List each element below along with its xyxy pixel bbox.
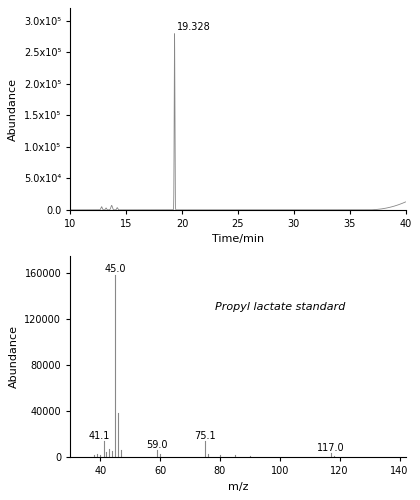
Y-axis label: Abundance: Abundance [8,78,18,140]
Text: Propyl lactate standard: Propyl lactate standard [215,302,345,312]
Text: 59.0: 59.0 [146,440,168,450]
X-axis label: Time/min: Time/min [212,234,264,244]
Text: 75.1: 75.1 [194,430,216,440]
X-axis label: m/z: m/z [228,482,248,492]
Text: 45.0: 45.0 [105,264,126,274]
Text: 117.0: 117.0 [317,442,344,452]
Text: 41.1: 41.1 [88,430,110,440]
Y-axis label: Abundance: Abundance [9,325,19,388]
Text: 19.328: 19.328 [177,22,210,32]
